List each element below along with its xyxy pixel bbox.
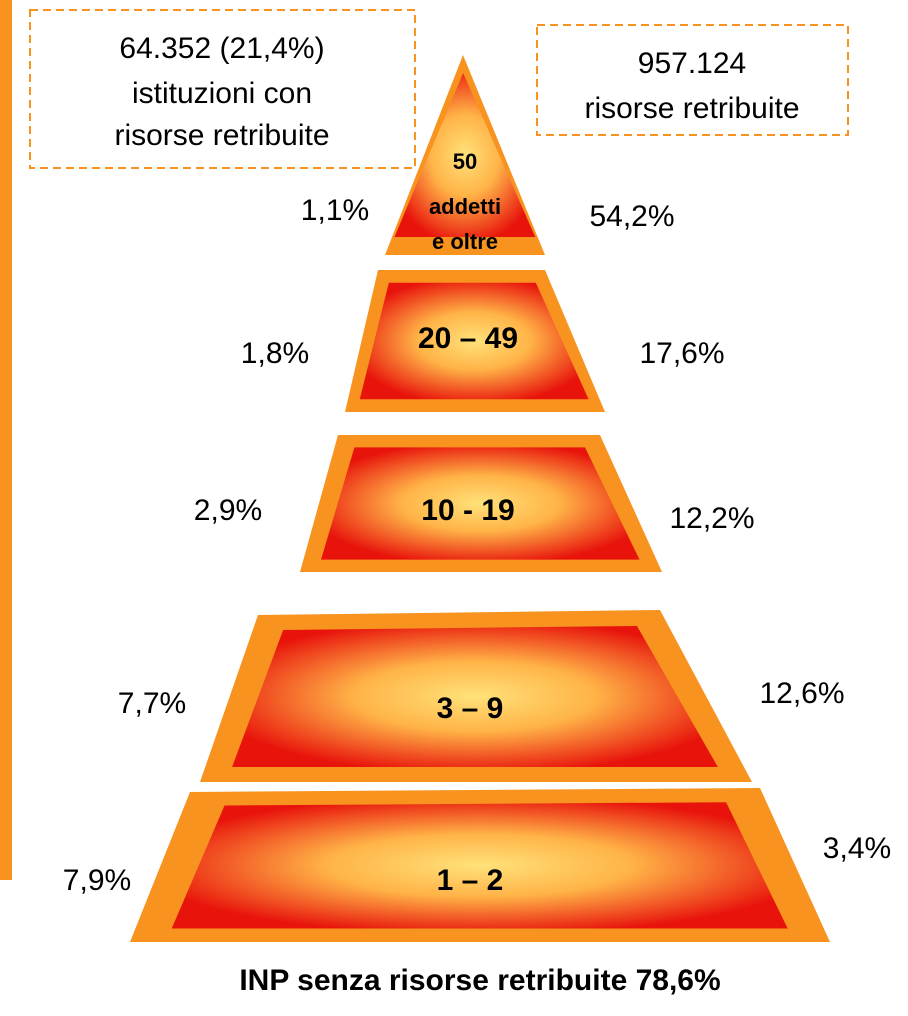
right-percent: 12,2%	[669, 502, 754, 535]
side-stripe	[0, 0, 12, 880]
left-percent: 2,9%	[194, 494, 262, 527]
left-percent: 1,1%	[301, 194, 369, 227]
box-text: 957.124	[638, 47, 746, 80]
level-label: addetti	[429, 194, 501, 219]
info-box	[29, 9, 416, 169]
level-label: 20 – 49	[418, 322, 518, 355]
level-label: e oltre	[432, 229, 498, 254]
level-fill	[232, 625, 718, 767]
level-label: 1 – 2	[437, 864, 504, 897]
level-label: 10 - 19	[421, 494, 514, 527]
left-percent: 7,7%	[118, 687, 186, 720]
level-fill	[359, 282, 589, 400]
box-text: 64.352 (21,4%)	[119, 32, 324, 65]
right-percent: 3,4%	[823, 832, 891, 865]
level-label: 50	[453, 149, 477, 174]
level-fill	[394, 73, 536, 237]
right-percent: 54,2%	[589, 200, 674, 233]
box-text: risorse retribuite	[584, 92, 799, 125]
box-text: risorse retribuite	[114, 119, 329, 152]
right-percent: 12,6%	[759, 677, 844, 710]
level-label: 3 – 9	[437, 692, 504, 725]
left-percent: 7,9%	[63, 864, 131, 897]
left-percent: 1,8%	[241, 337, 309, 370]
level-fill	[171, 802, 788, 929]
level-fill	[321, 447, 640, 560]
footer: INP senza risorse retribuite 78,6%	[239, 964, 720, 997]
info-box	[536, 24, 849, 136]
box-text: istituzioni con	[132, 77, 312, 110]
right-percent: 17,6%	[639, 337, 724, 370]
